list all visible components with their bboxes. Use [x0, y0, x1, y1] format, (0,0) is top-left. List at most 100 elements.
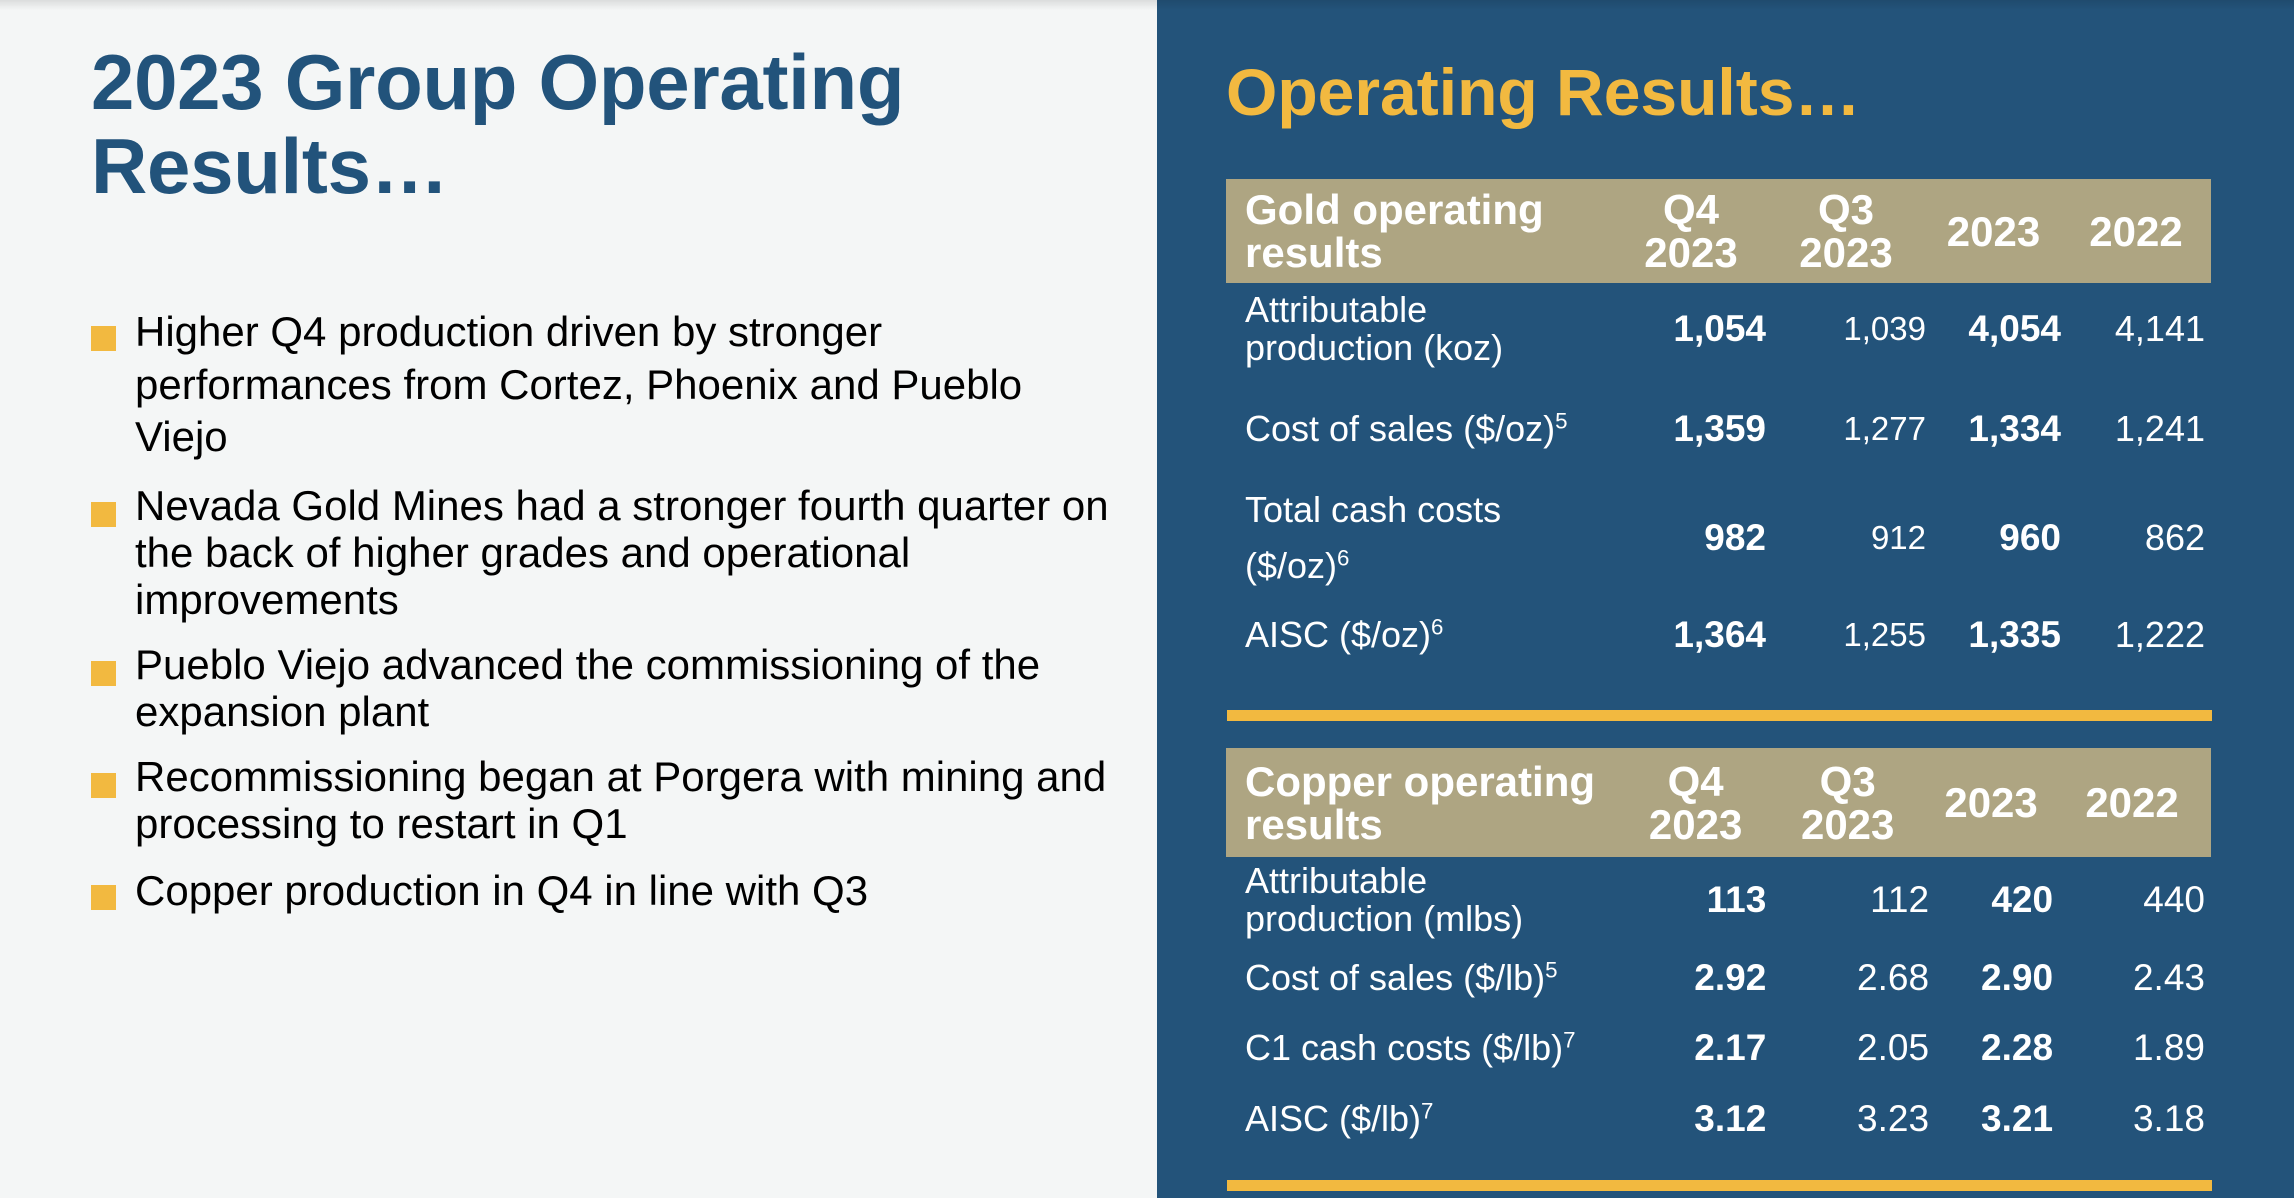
bullet-text: Higher Q4 production driven by stronger … [135, 308, 1023, 460]
bullet-text: Nevada Gold Mines had a stronger fourth … [135, 481, 1109, 623]
table-header-row: Gold operating results Q4 2023 Q3 2023 2… [1226, 179, 2211, 283]
column-header-line1: Q3 [1819, 757, 1876, 805]
square-bullet-icon [91, 884, 116, 910]
cell-2022: 862 [2144, 517, 2205, 558]
column-header-line1: Q4 [1667, 757, 1724, 805]
row-label: Attributable production (koz) [1226, 283, 1616, 375]
bullet-item: Higher Q4 production driven by stronger … [91, 306, 1111, 464]
bullet-item: Copper production in Q4 in line with Q3 [91, 865, 1111, 918]
cell-q3-2023: 1,277 [1843, 409, 1926, 447]
column-header-line1: Q3 [1817, 186, 1875, 233]
left-panel: 2023 Group Operating Results… Higher Q4 … [91, 40, 1131, 935]
row-label-line1: Cost of sales ($/oz) [1245, 407, 1556, 449]
cell-q3-2023: 112 [1870, 879, 1930, 920]
bullet-item: Recommissioning began at Porgera with mi… [91, 753, 1111, 847]
header-label: Copper operating results [1226, 748, 1625, 857]
column-header-line2: 2023 [1800, 800, 1895, 848]
row-label-line1: Attributable [1245, 289, 1428, 330]
table-header-row: Copper operating results Q4 2023 Q3 2023… [1226, 748, 2211, 857]
bullet-item: Pueblo Viejo advanced the commissioning … [91, 641, 1111, 735]
header-label-line1: Gold operating [1245, 186, 1544, 233]
header-label-line1: Copper operating [1245, 757, 1596, 805]
column-header-line2: 2023 [1644, 229, 1738, 276]
table-row: AISC ($/oz)6 1,364 1,255 1,335 1,222 [1226, 594, 2211, 676]
row-label: AISC ($/lb)7 [1226, 1083, 1625, 1155]
table-row: Attributable production (koz) 1,054 1,03… [1226, 283, 2211, 375]
row-label: Cost of sales ($/lb)5 [1226, 943, 1625, 1013]
cell-q4-2023: 113 [1706, 879, 1767, 920]
bullet-item: Nevada Gold Mines had a stronger fourth … [91, 482, 1111, 623]
cell-q4-2023: 1,054 [1673, 308, 1766, 349]
cell-q3-2023: 912 [1870, 519, 1926, 556]
copper-table-divider [1227, 1180, 2212, 1191]
cell-2022: 2.43 [2132, 957, 2205, 998]
header-label-line2: results [1245, 800, 1383, 848]
cell-q4-2023: 3.12 [1694, 1098, 1767, 1139]
row-label: C1 cash costs ($/lb)7 [1226, 1013, 1625, 1083]
cell-2023: 4,054 [1968, 308, 2061, 349]
row-label: Attributable production (mlbs) [1226, 857, 1625, 943]
row-label-line1: C1 cash costs ($/lb) [1245, 1027, 1564, 1068]
cell-2023: 1,335 [1968, 614, 2061, 655]
header-label: Gold operating results [1226, 179, 1616, 283]
column-header-q3-2023: Q3 2023 [1766, 748, 1929, 857]
column-header-q4-2023: Q4 2023 [1616, 179, 1766, 283]
row-label-line1: Attributable [1245, 860, 1428, 901]
square-bullet-icon [91, 501, 116, 527]
column-header-2023: 2023 [1946, 207, 2041, 255]
copper-operating-results-table: Copper operating results Q4 2023 Q3 2023… [1226, 748, 2211, 1155]
cell-2022: 4,141 [2114, 308, 2205, 349]
column-header-2022: 2022 [2089, 207, 2183, 255]
row-label-line2: ($/oz) [1245, 545, 1338, 586]
bullet-list: Higher Q4 production driven by stronger … [91, 306, 1111, 935]
column-header-line1: Q4 [1662, 186, 1720, 233]
row-label-line2: production (koz) [1245, 327, 1504, 368]
cell-2022: 1,241 [2114, 407, 2205, 449]
column-header-2023: 2023 [1944, 779, 2038, 826]
cell-q3-2023: 3.23 [1857, 1098, 1930, 1139]
gold-operating-results-table: Gold operating results Q4 2023 Q3 2023 2… [1226, 179, 2211, 676]
table-row: Cost of sales ($/oz)5 1,359 1,277 1,334 … [1226, 375, 2211, 482]
column-header-line2: 2023 [1648, 800, 1743, 848]
bullet-text: Pueblo Viejo advanced the commissioning … [135, 640, 1041, 735]
cell-2023: 1,334 [1968, 407, 2061, 449]
table-row: Total cash costs ($/oz)6 982 912 960 862 [1226, 482, 2211, 594]
right-panel: Operating Results… Gold operating result… [1157, 0, 2294, 1198]
row-label: AISC ($/oz)6 [1226, 594, 1616, 676]
section-title: Operating Results… [1226, 55, 1861, 129]
cell-q3-2023: 1,255 [1843, 616, 1926, 653]
footnote-ref: 6 [1337, 545, 1350, 571]
row-label-line1: AISC ($/oz) [1245, 614, 1432, 655]
cell-q4-2023: 1,364 [1673, 614, 1766, 655]
row-label-line1: AISC ($/lb) [1245, 1098, 1422, 1139]
bullet-text: Copper production in Q4 in line with Q3 [135, 866, 869, 914]
cell-q4-2023: 2.92 [1694, 957, 1767, 998]
table-row: Cost of sales ($/lb)5 2.92 2.68 2.90 2.4… [1226, 943, 2211, 1013]
table-row: AISC ($/lb)7 3.12 3.23 3.21 3.18 [1226, 1083, 2211, 1155]
cell-q3-2023: 2.68 [1857, 957, 1930, 998]
page-title-line2: Results… [91, 122, 449, 210]
cell-2023: 2.90 [1981, 957, 2054, 998]
column-header-q4-2023: Q4 2023 [1625, 748, 1766, 857]
footnote-ref: 5 [1545, 957, 1558, 983]
row-label-line1: Cost of sales ($/lb) [1245, 957, 1546, 998]
cell-q4-2023: 2.17 [1694, 1027, 1767, 1068]
gold-table-divider [1227, 710, 2212, 721]
bullet-text: Recommissioning began at Porgera with mi… [135, 752, 1107, 847]
page-title: 2023 Group Operating Results… [91, 40, 1131, 208]
page-title-line1: 2023 Group Operating [91, 38, 905, 126]
column-header-q3-2023: Q3 2023 [1766, 179, 1926, 283]
header-label-line2: results [1245, 229, 1383, 276]
column-header-2022: 2022 [2085, 779, 2179, 826]
square-bullet-icon [91, 326, 116, 351]
row-label-line2: production (mlbs) [1245, 898, 1524, 939]
cell-2022: 3.18 [2132, 1098, 2205, 1139]
square-bullet-icon [91, 772, 116, 798]
column-header-line2: 2023 [1799, 229, 1893, 276]
cell-q4-2023: 1,359 [1673, 407, 1766, 449]
cell-2022: 1.89 [2132, 1027, 2205, 1068]
row-label-line1: Total cash costs [1245, 489, 1502, 530]
cell-2023: 420 [1991, 879, 2054, 920]
footnote-ref: 7 [1421, 1098, 1434, 1124]
table-row: Attributable production (mlbs) 113 112 4… [1226, 857, 2211, 943]
